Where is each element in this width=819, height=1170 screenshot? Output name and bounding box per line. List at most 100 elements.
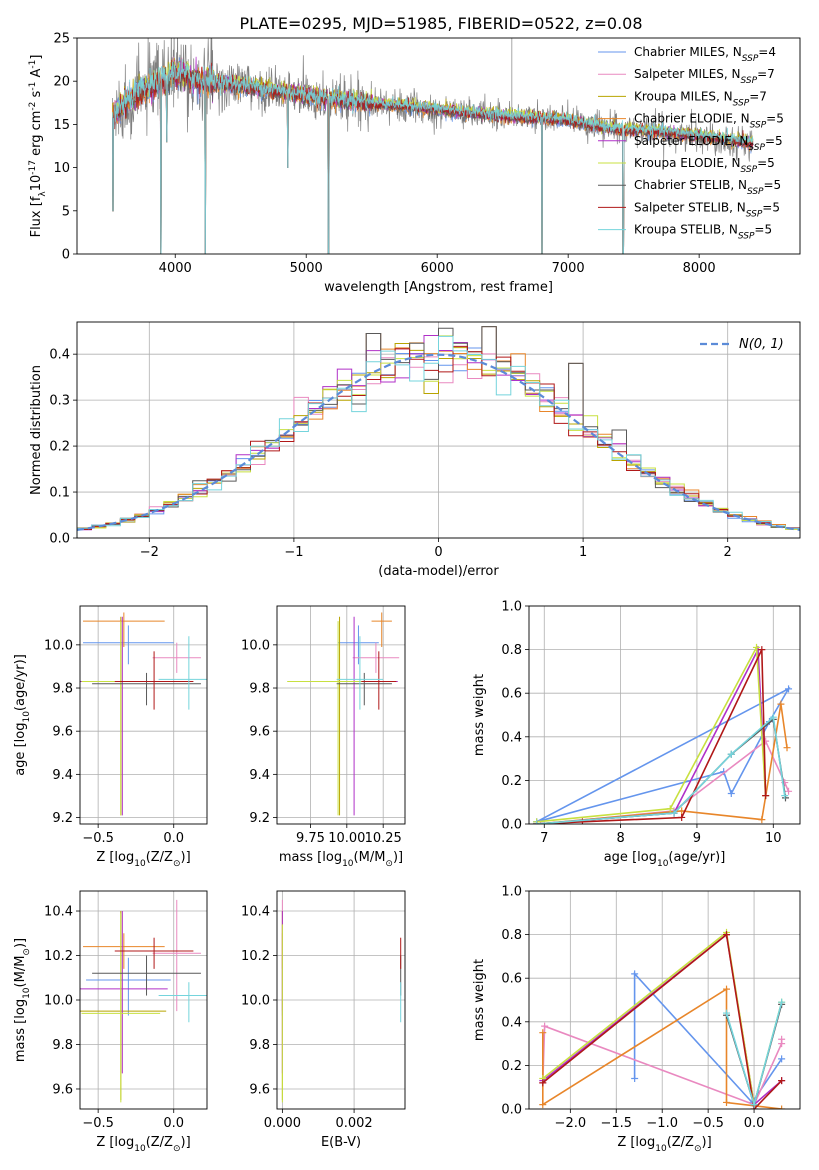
- plot-area: [533, 643, 793, 824]
- axes-frame: [528, 605, 801, 825]
- y-tick-label: 0.6: [501, 972, 522, 987]
- x-axis-label: Z [log10(Z/Z⊙)]: [96, 850, 190, 869]
- legend-label-salpeter-elodie: Salpeter ELODIE, NSSP=5: [634, 134, 783, 153]
- axes-frame: [76, 321, 801, 539]
- panel-spectrum: 4000 5000 6000 7000 8000 0 5 10 15 20 25 wavelength…: [28, 32, 801, 295]
- y-tick-label: 1.0: [501, 885, 522, 900]
- errorbar-point-salpeter-elodie: [80, 911, 168, 1074]
- legend-label-kroupa-miles: Kroupa MILES, NSSP=7: [634, 89, 767, 108]
- x-tick-label: −0.5: [82, 831, 114, 846]
- x-tick-label: 10.25: [365, 831, 402, 846]
- x-tick-label: −0.5: [82, 1116, 114, 1131]
- panel-mass-weight-vs-Z: −2.0 −1.5 −1.0 −0.5 0.0 0.0 0.2 0.4 0.6 0.8 1.0 Z […: [472, 885, 801, 1154]
- plot-area: [77, 326, 800, 538]
- x-tick-label: 4000: [159, 261, 192, 276]
- axes-frame: [276, 890, 406, 1110]
- errorbar-point-chabrier-stelib: [336, 672, 392, 706]
- point-marker-chabrier-miles: [631, 1074, 639, 1082]
- y-tick-label: 0.4: [501, 1015, 522, 1030]
- y-tick-label: 10.0: [44, 638, 73, 653]
- errorbar-point-salpeter-stelib: [361, 651, 397, 710]
- point-marker-salpeter-stelib: [778, 1077, 786, 1085]
- legend-label-kroupa-elodie: Kroupa ELODIE, NSSP=5: [634, 156, 775, 175]
- y-tick-label: 0.1: [49, 486, 70, 501]
- point-marker-chabrier-miles: [785, 685, 793, 693]
- x-tick-label: 0.000: [264, 1116, 301, 1131]
- point-marker-chabrier-elodie: [539, 1029, 547, 1037]
- series-line-kroupa-elodie: [536, 644, 767, 823]
- series-line-chabrier-miles: [633, 971, 783, 1104]
- point-marker-kroupa-stelib: [781, 792, 789, 800]
- x-tick-label: 9.75: [296, 831, 325, 846]
- x-tick-label: −2: [140, 545, 159, 560]
- x-tick-label: −1.5: [600, 1116, 632, 1131]
- y-tick-label: 10.4: [241, 905, 270, 920]
- y-tick-label: 10.2: [44, 949, 73, 964]
- residuals-legend: N(0, 1): [700, 337, 784, 352]
- y-tick-label: 10.4: [44, 905, 73, 920]
- errorbar-point-chabrier-stelib: [92, 955, 201, 996]
- legend-label-chabrier-miles: Chabrier MILES, NSSP=4: [634, 45, 776, 64]
- errorbar-point-chabrier-miles: [83, 625, 174, 665]
- axes-frame: [276, 605, 406, 825]
- y-tick-label: 0.8: [501, 643, 522, 658]
- point-marker-salpeter-miles: [778, 1035, 786, 1043]
- x-tick-label: 0: [434, 545, 442, 560]
- x-tick-label: 5000: [290, 261, 323, 276]
- series-line-chabrier-miles: [536, 686, 791, 823]
- errorbar-point-kroupa-stelib: [158, 982, 207, 1023]
- point-marker-kroupa-stelib: [769, 713, 777, 721]
- point-marker-kroupa-stelib: [727, 750, 735, 758]
- x-tick-label: 9: [693, 831, 701, 846]
- spectrum-model-kroupa-stelib: [112, 59, 754, 254]
- series-line-salpeter-stelib: [542, 933, 783, 1109]
- y-tick-label: 5: [62, 204, 70, 219]
- x-axis-label: Z [log10(Z/Z⊙)]: [617, 1135, 711, 1154]
- errorbar-point-kroupa-elodie: [81, 913, 161, 1103]
- x-tick-label: 0.0: [163, 831, 184, 846]
- figure-title: PLATE=0295, MJD=51985, FIBERID=0522, z=0…: [239, 14, 642, 33]
- point-marker-kroupa-stelib: [670, 809, 678, 817]
- x-tick-label: −2.0: [555, 1116, 587, 1131]
- point-marker-kroupa-elodie: [666, 805, 674, 813]
- point-marker-kroupa-stelib: [533, 820, 541, 824]
- y-tick-label: 0.2: [501, 774, 522, 789]
- point-marker-kroupa-elodie: [752, 643, 760, 651]
- axes-frame: [528, 890, 801, 1110]
- errorbar-point-salpeter-miles: [152, 899, 201, 1012]
- x-axis-label: Z [log10(Z/Z⊙)]: [96, 1135, 190, 1154]
- point-marker-chabrier-elodie: [758, 816, 766, 824]
- x-tick-label: 10: [765, 831, 782, 846]
- axes-frame: [79, 605, 208, 825]
- x-axis-label: age [log10(age/yr)]: [604, 850, 726, 869]
- y-tick-label: 0.4: [49, 348, 70, 363]
- x-tick-label: 7: [540, 831, 548, 846]
- x-tick-label: −1: [284, 545, 303, 560]
- point-marker-kroupa-stelib: [723, 1009, 731, 1017]
- point-marker-chabrier-elodie: [539, 1101, 547, 1109]
- x-axis-label: E(B-V): [321, 1135, 361, 1150]
- point-marker-chabrier-elodie: [778, 1105, 786, 1109]
- plot-area: [112, 38, 754, 254]
- errorbar-point-salpeter-elodie: [80, 616, 165, 816]
- x-axis-label: (data-model)/error: [378, 564, 499, 579]
- y-tick-label: 1.0: [501, 600, 522, 615]
- y-tick-label: 0.6: [501, 687, 522, 702]
- plot-area: [281, 899, 402, 1103]
- errorbar-point-kroupa-elodie: [81, 621, 161, 816]
- errorbar-point-kroupa-elodie: [287, 621, 389, 816]
- panel-residuals: −2 −1 0 1 2 0.0 0.1 0.2 0.3 0.4 (data-model)/error…: [29, 321, 801, 579]
- y-tick-label: 0.3: [49, 394, 70, 409]
- errorbar-point-kroupa-stelib: [158, 636, 207, 710]
- y-tick-label: 0: [62, 248, 70, 263]
- spectrum-legend: Chabrier MILES, NSSP=4 Salpeter MILES, NS…: [598, 45, 784, 242]
- y-tick-label: 9.6: [52, 725, 73, 740]
- point-marker-salpeter-stelib: [678, 813, 686, 821]
- y-tick-label: 0.2: [501, 1059, 522, 1074]
- legend-label-salpeter-stelib: Salpeter STELIB, NSSP=5: [634, 200, 780, 219]
- y-tick-label: 9.2: [52, 811, 73, 826]
- y-tick-label: 0.2: [49, 440, 70, 455]
- axes-frame: [79, 890, 208, 1110]
- y-tick-label: 10.0: [241, 994, 270, 1009]
- point-marker-chabrier-miles: [631, 970, 639, 978]
